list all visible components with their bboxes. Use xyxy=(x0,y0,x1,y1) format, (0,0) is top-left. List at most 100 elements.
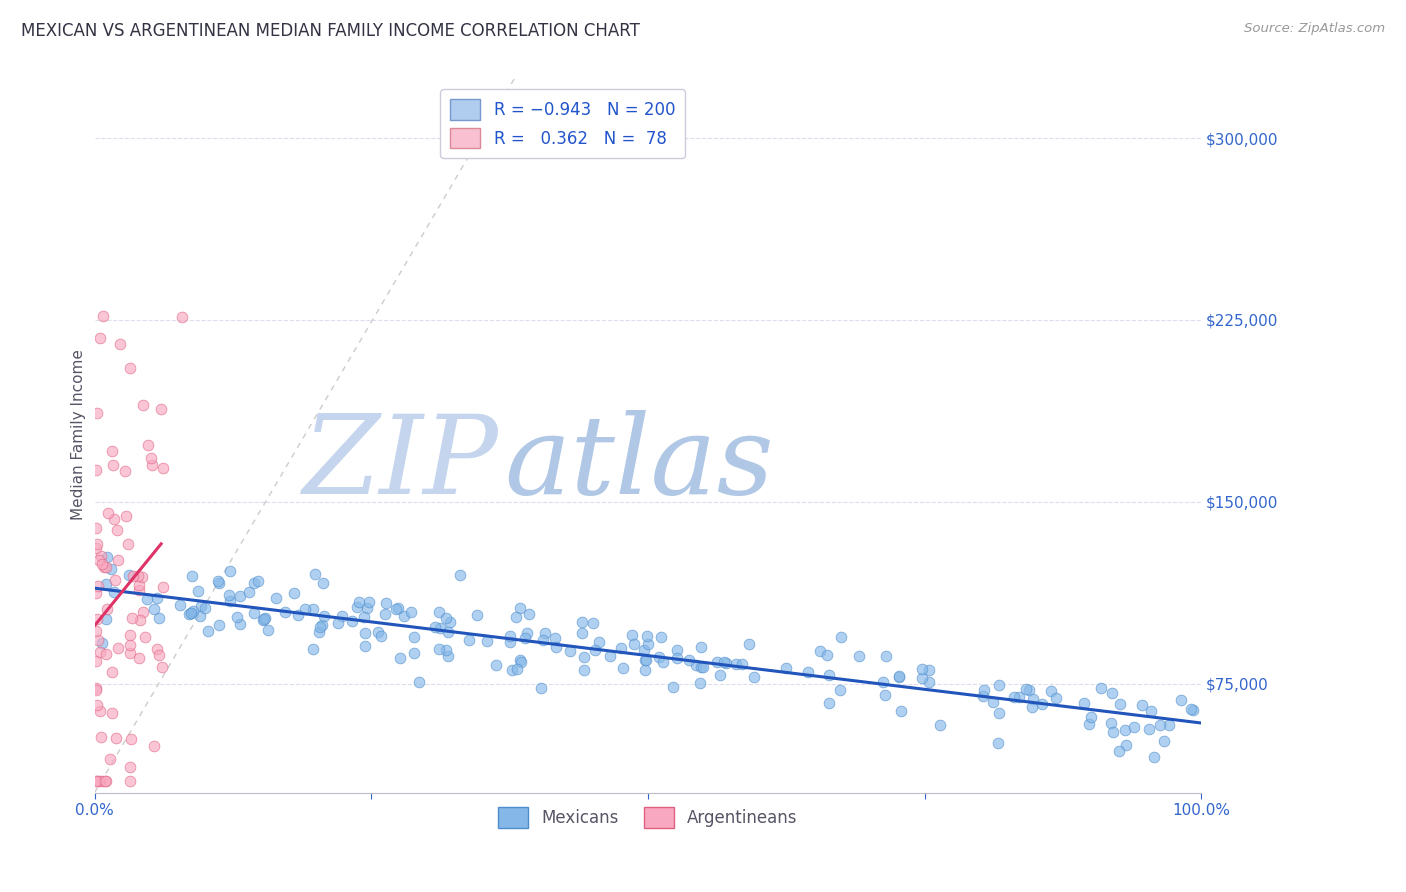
Point xyxy=(121,611,143,625)
Point xyxy=(90,549,112,564)
Point xyxy=(84,624,107,638)
Point xyxy=(917,675,939,690)
Point xyxy=(86,537,108,551)
Point xyxy=(612,661,634,675)
Point xyxy=(571,615,593,629)
Point xyxy=(187,583,209,598)
Point xyxy=(1045,691,1067,706)
Point xyxy=(208,576,231,591)
Y-axis label: Median Family Income: Median Family Income xyxy=(72,350,86,521)
Point xyxy=(243,575,266,590)
Point xyxy=(506,662,529,676)
Point xyxy=(100,706,122,721)
Point xyxy=(90,731,112,745)
Point xyxy=(692,659,714,673)
Point xyxy=(1153,734,1175,748)
Point xyxy=(96,550,118,565)
Point xyxy=(1090,681,1112,695)
Point xyxy=(226,609,249,624)
Point xyxy=(648,649,671,664)
Point xyxy=(311,576,333,591)
Point xyxy=(197,624,219,638)
Point xyxy=(1181,703,1204,717)
Point xyxy=(725,657,748,671)
Point xyxy=(621,628,644,642)
Point xyxy=(872,675,894,690)
Point xyxy=(890,704,912,718)
Point xyxy=(797,665,820,679)
Point xyxy=(1002,690,1025,705)
Point xyxy=(404,646,426,660)
Point xyxy=(439,615,461,629)
Point xyxy=(141,458,163,472)
Text: MEXICAN VS ARGENTINEAN MEDIAN FAMILY INCOME CORRELATION CHART: MEXICAN VS ARGENTINEAN MEDIAN FAMILY INC… xyxy=(21,22,640,40)
Point xyxy=(107,553,129,567)
Point xyxy=(988,706,1011,720)
Point xyxy=(385,602,408,616)
Point xyxy=(142,739,165,753)
Point xyxy=(623,637,645,651)
Point xyxy=(101,665,124,679)
Point xyxy=(143,602,166,616)
Point xyxy=(118,638,141,652)
Point xyxy=(229,589,252,603)
Point xyxy=(128,651,150,665)
Point xyxy=(1008,690,1031,705)
Point xyxy=(1170,693,1192,707)
Point xyxy=(1080,709,1102,723)
Point xyxy=(599,648,621,663)
Point xyxy=(437,649,460,664)
Point xyxy=(501,663,523,677)
Point xyxy=(135,591,157,606)
Point xyxy=(120,731,142,746)
Point xyxy=(340,614,363,628)
Point xyxy=(145,642,167,657)
Text: atlas: atlas xyxy=(503,410,773,517)
Point xyxy=(87,579,110,593)
Point xyxy=(356,600,378,615)
Point xyxy=(170,310,193,325)
Point xyxy=(132,398,155,412)
Point xyxy=(89,704,111,718)
Point xyxy=(152,461,174,475)
Point xyxy=(301,602,323,616)
Point xyxy=(91,635,114,649)
Point xyxy=(634,653,657,667)
Point xyxy=(571,625,593,640)
Point xyxy=(86,698,108,712)
Point xyxy=(678,653,700,667)
Point xyxy=(104,573,127,587)
Point xyxy=(917,663,939,677)
Point xyxy=(1108,698,1130,712)
Point xyxy=(775,661,797,675)
Point xyxy=(91,773,114,788)
Point xyxy=(264,591,287,605)
Point xyxy=(530,681,553,695)
Point xyxy=(713,655,735,669)
Point xyxy=(180,606,202,620)
Point xyxy=(330,609,353,624)
Point xyxy=(90,557,112,571)
Point xyxy=(972,689,994,703)
Point xyxy=(427,641,450,656)
Point xyxy=(737,637,759,651)
Point xyxy=(287,607,309,622)
Point xyxy=(987,735,1010,749)
Point xyxy=(690,640,713,655)
Point xyxy=(928,717,950,731)
Point xyxy=(1108,744,1130,758)
Point xyxy=(219,594,242,608)
Point xyxy=(690,659,713,673)
Point xyxy=(101,443,124,458)
Point xyxy=(134,630,156,644)
Point xyxy=(218,588,240,602)
Point xyxy=(666,650,689,665)
Point xyxy=(115,509,138,524)
Point xyxy=(1014,681,1036,696)
Point xyxy=(257,623,280,637)
Point xyxy=(89,644,111,658)
Point xyxy=(634,663,657,677)
Point xyxy=(118,773,141,788)
Point xyxy=(830,682,852,697)
Point xyxy=(180,606,202,620)
